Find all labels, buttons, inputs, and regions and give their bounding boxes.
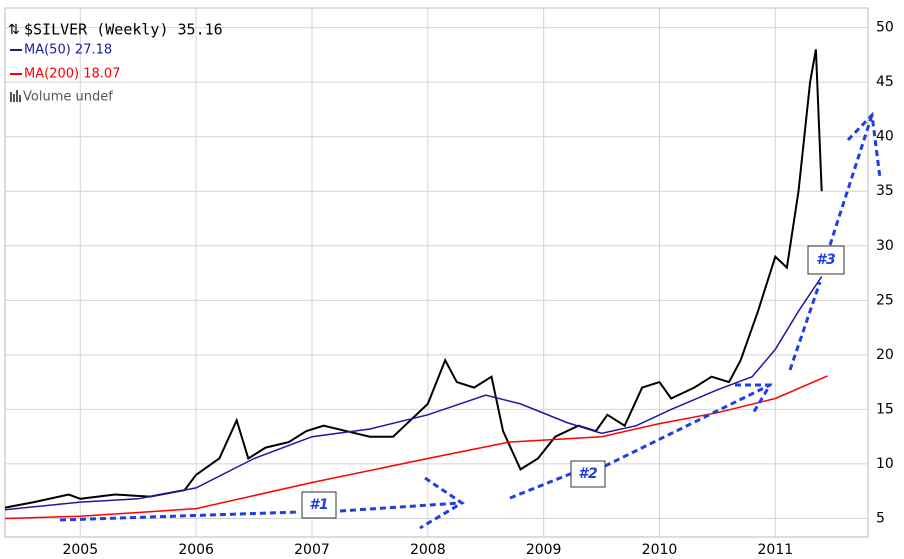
annotation-box [807,245,845,275]
arrow [339,501,461,513]
arrow [846,111,882,179]
x-tick-label: 2006 [178,542,214,558]
y-tick-label: 40 [876,129,894,145]
annotation: #2 [578,466,597,482]
annotation: #3 [816,252,835,268]
y-tick-label: 35 [876,183,894,199]
annotation-box [570,460,606,488]
volume-icon [10,90,21,102]
y-tick-label: 45 [876,74,894,90]
arrow [604,383,771,468]
x-tick-label: 2007 [294,542,330,558]
annotation: #1 [309,497,328,513]
y-tick-label: 30 [876,238,894,254]
arrow [828,114,874,246]
arrows [59,111,882,530]
x-tick-label: 2005 [62,542,98,558]
legend-entry: MA(50) 27.18 [24,43,112,58]
y-tick-label: 15 [876,401,894,417]
y-tick-label: 50 [876,20,894,36]
lines [4,49,828,520]
arrow [419,476,465,530]
y-tick-label: 5 [876,510,885,526]
legend-entry: MA(200) 18.07 [24,67,120,82]
arrow [788,281,822,371]
arrow [509,470,576,500]
x-tick-label: 2008 [410,542,446,558]
arrow [59,510,301,522]
x-tick-label: 2011 [758,542,794,558]
arrow [735,383,773,416]
legend-entry: Volume undef [23,90,113,105]
annotation-box [301,491,337,519]
series-line [4,375,828,520]
title-icon: ⇅ [8,22,20,38]
y-tick-label: 20 [876,347,894,363]
y-tick-label: 10 [876,456,894,472]
y-tick-label: 25 [876,292,894,308]
chart-title: $SILVER (Weekly) 35.16 [24,21,223,39]
series-line [4,49,823,509]
grid [5,8,868,537]
x-tick-label: 2009 [526,542,562,558]
x-tick-label: 2010 [642,542,678,558]
plot-frame [4,7,869,538]
series-line [4,276,823,511]
